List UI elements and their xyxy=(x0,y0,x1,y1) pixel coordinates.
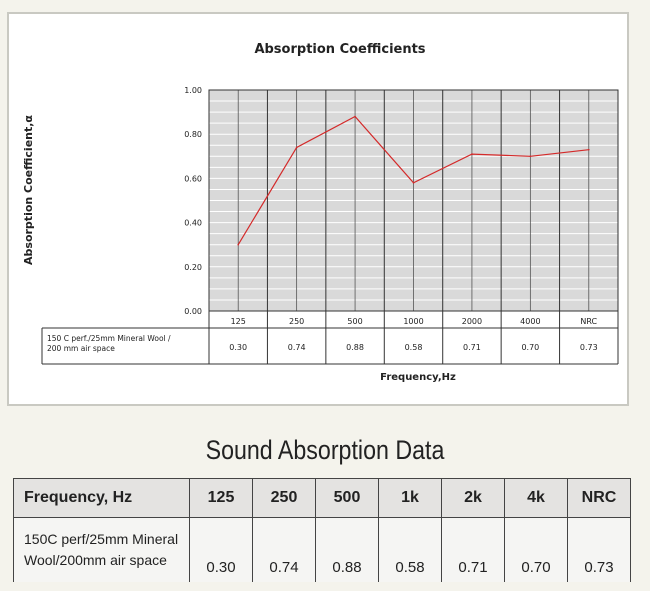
y-tick-label: 0.80 xyxy=(184,130,202,139)
header-cell: 125 xyxy=(189,478,253,518)
value-cell: 0.73 xyxy=(567,517,631,582)
x-tick-label: 125 xyxy=(231,317,246,326)
data-point xyxy=(237,243,240,246)
row-label: 150C perf/25mm Mineral Wool/200mm air sp… xyxy=(13,517,190,582)
header-cell: 250 xyxy=(252,478,316,518)
header-cell: 2k xyxy=(441,478,505,518)
header-cell: 500 xyxy=(315,478,379,518)
data-label: 0.70 xyxy=(521,343,539,352)
data-point xyxy=(529,155,532,158)
value-cell: 0.88 xyxy=(315,517,379,582)
data-table-title: Sound Absorption Data xyxy=(205,435,445,465)
series-row-label: 150 C perf./25mm Mineral Wool / xyxy=(47,334,171,343)
x-tick-label: NRC xyxy=(580,317,597,326)
data-point xyxy=(471,153,473,155)
y-tick-label: 1.00 xyxy=(184,86,202,95)
data-label: 0.88 xyxy=(346,343,364,352)
x-tick-label: 4000 xyxy=(520,317,540,326)
y-tick-label: 0.60 xyxy=(184,174,202,183)
plot-frame xyxy=(208,89,619,312)
value-cell: 0.58 xyxy=(378,517,442,582)
chart-title: Absorption Coefficients xyxy=(254,42,425,57)
value-cell: 0.71 xyxy=(441,517,505,582)
x-tick-label: 500 xyxy=(347,317,362,326)
value-cell: 0.74 xyxy=(252,517,316,582)
y-tick-label: 0.00 xyxy=(184,307,202,316)
data-label: 0.74 xyxy=(288,343,306,352)
data-label: 0.71 xyxy=(463,343,481,352)
data-label: 0.73 xyxy=(580,343,598,352)
data-point xyxy=(354,115,356,118)
data-label: 0.30 xyxy=(229,343,247,352)
data-point xyxy=(412,182,415,184)
data-point xyxy=(295,146,298,149)
row-label-line: Wool/200mm air space xyxy=(24,552,167,568)
absorption-chart: 0.00 0.20 0.40 0.60 0.80 1.00 125 250 500 1000 200… xyxy=(22,42,619,383)
value-cell: 0.70 xyxy=(504,517,568,582)
header-cell: 1k xyxy=(378,478,442,518)
header-cell: NRC xyxy=(567,478,631,518)
x-tick-label: 1000 xyxy=(403,317,423,326)
x-axis-label: Frequency,Hz xyxy=(380,372,456,383)
header-cell: 4k xyxy=(504,478,568,518)
table-row: 150C perf/25mm Mineral Wool/200mm air sp… xyxy=(13,517,631,582)
header-frequency: Frequency, Hz xyxy=(13,478,190,518)
x-tick-label: 2000 xyxy=(462,317,482,326)
data-label: 0.58 xyxy=(405,343,423,352)
data-point xyxy=(587,148,590,151)
y-tick-label: 0.20 xyxy=(184,263,202,272)
row-label-line: 150C perf/25mm Mineral xyxy=(24,531,179,547)
sound-absorption-table: Frequency, Hz 125 250 500 1k 2k 4k NRC 1… xyxy=(13,478,631,582)
value-cell: 0.30 xyxy=(189,517,253,582)
y-axis-label: Absorption Coefficient,α xyxy=(22,115,35,265)
y-tick-label: 0.40 xyxy=(184,219,202,228)
series-row-label: 200 mm air space xyxy=(47,344,115,353)
chart-panel: 0.00 0.20 0.40 0.60 0.80 1.00 125 250 500 1000 200… xyxy=(7,12,629,406)
table-header-row: Frequency, Hz 125 250 500 1k 2k 4k NRC xyxy=(13,478,631,518)
x-tick-label: 250 xyxy=(289,317,304,326)
